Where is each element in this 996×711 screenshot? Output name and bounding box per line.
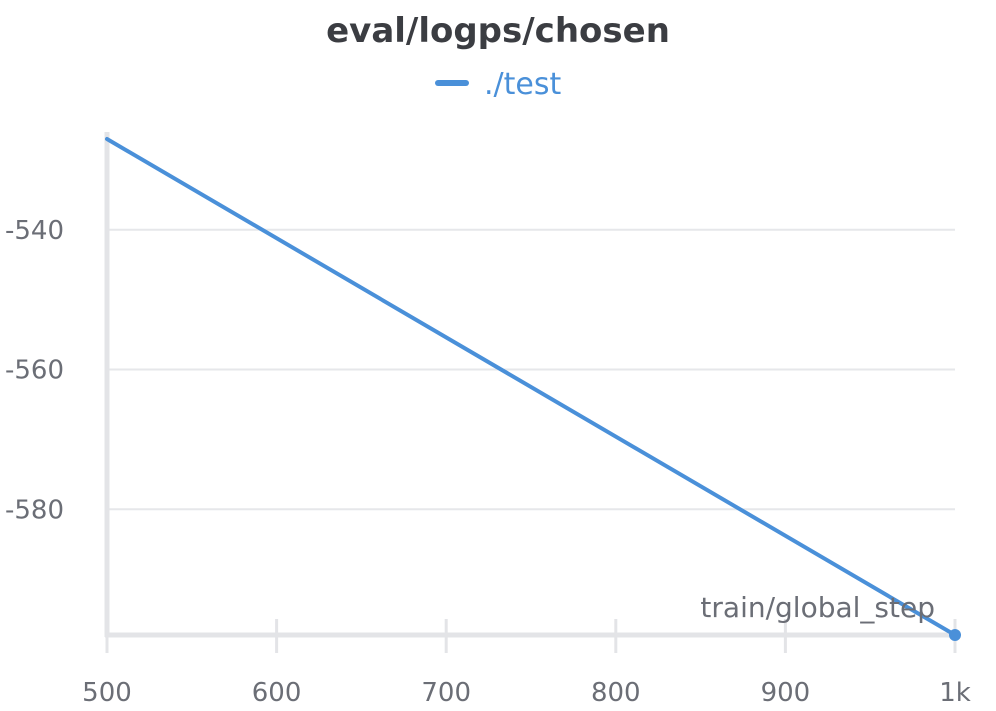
x-axis-ticks: 500 600 700 800 900 1k [82, 619, 971, 708]
x-tick-label: 1k [939, 678, 971, 708]
x-tick-label: 700 [421, 678, 471, 708]
series-line[interactable] [105, 136, 957, 637]
x-tick-label: 500 [82, 678, 132, 708]
x-axis-label: train/global_step [700, 591, 935, 624]
chart-title: eval/logps/chosen [326, 11, 670, 51]
axes [104, 132, 955, 638]
x-tick-label: 600 [252, 678, 302, 708]
y-tick-label: -540 [5, 216, 64, 246]
grid [107, 228, 955, 511]
series-last-point[interactable] [949, 629, 961, 641]
legend[interactable]: ./test [435, 67, 561, 102]
legend-label: ./test [484, 67, 561, 102]
x-tick-label: 800 [591, 678, 641, 708]
x-tick-label: 900 [761, 678, 811, 708]
y-axis-ticks: -540 -560 -580 [5, 216, 64, 525]
series [105, 136, 961, 641]
y-tick-label: -580 [5, 495, 64, 525]
y-tick-label: -560 [5, 356, 64, 386]
